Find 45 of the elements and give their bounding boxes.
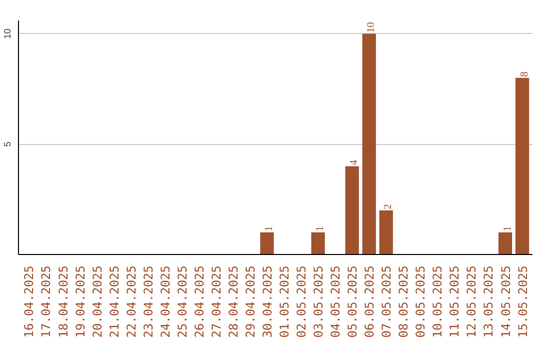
x-tick-label: 12.05.2025 (464, 265, 479, 338)
x-tick-label: 24.04.2025 (158, 265, 172, 338)
x-tick-label: 05.05.2025 (346, 265, 360, 338)
data-label: 2 (383, 204, 394, 210)
x-tick-label: 15.05.2025 (516, 265, 530, 338)
x-tick-label: 23.04.2025 (141, 265, 156, 338)
x-tick-label: 01.05.2025 (278, 265, 292, 338)
x-tick-label: 17.04.2025 (39, 265, 54, 338)
bar (260, 232, 274, 254)
data-label: 1 (315, 226, 326, 232)
x-tick-label: 09.05.2025 (414, 265, 428, 338)
x-tick-label: 02.05.2025 (294, 265, 309, 338)
bar (498, 232, 512, 254)
x-tick-label: 16.04.2025 (22, 265, 36, 338)
x-tick-label: 03.05.2025 (312, 265, 326, 338)
bar (345, 166, 359, 254)
x-tick-label: 19.04.2025 (73, 265, 88, 338)
x-tick-label: 29.04.2025 (243, 265, 258, 338)
x-tick-label: 13.05.2025 (482, 265, 496, 338)
x-tick-label: 06.05.2025 (362, 265, 377, 338)
data-label: 1 (502, 226, 514, 232)
bar (311, 232, 325, 254)
data-label: 1 (264, 226, 275, 232)
bar (362, 34, 376, 254)
x-tick-label: 27.04.2025 (209, 265, 224, 338)
bar (379, 210, 393, 254)
x-tick-label: 11.05.2025 (448, 265, 462, 338)
x-tick-label: 20.04.2025 (90, 265, 104, 338)
x-tick-label: 25.04.2025 (175, 265, 190, 338)
x-tick-label: 22.04.2025 (124, 265, 138, 338)
x-tick-label: 26.04.2025 (192, 265, 206, 338)
x-tick-label: 14.05.2025 (498, 265, 513, 338)
x-tick-label: 07.05.2025 (380, 265, 394, 338)
data-label: 10 (366, 22, 378, 33)
y-tick-label: 5 (2, 142, 12, 147)
data-label: 8 (519, 72, 530, 77)
x-tick-label: 18.04.2025 (56, 265, 70, 338)
x-tick-label: 30.04.2025 (260, 265, 274, 338)
data-label: 4 (349, 159, 360, 166)
bar (515, 78, 530, 254)
x-tick-label: 21.04.2025 (107, 265, 122, 338)
x-tick-label: 10.05.2025 (430, 265, 445, 338)
x-tick-label: 28.04.2025 (226, 265, 240, 338)
x-tick-label: 04.05.2025 (328, 265, 343, 338)
x-tick-label: 08.05.2025 (396, 265, 411, 338)
